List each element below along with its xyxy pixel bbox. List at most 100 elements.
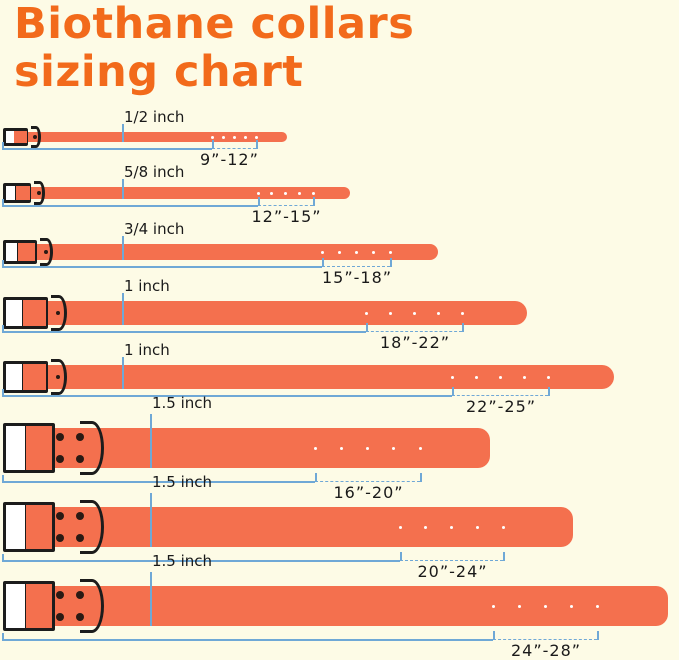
width-marker [122, 357, 124, 389]
strap-hole [366, 446, 369, 450]
strap-hole [543, 604, 547, 608]
strap-hole [210, 135, 214, 139]
width-label: 3/4 inch [124, 220, 185, 238]
buckle-strap-fill [26, 426, 53, 470]
strap-hole [364, 311, 368, 315]
size-range-label: 18”-22” [380, 333, 451, 352]
width-marker [122, 179, 124, 199]
length-tick [2, 199, 4, 206]
length-tick [322, 258, 324, 267]
length-tick [366, 323, 368, 332]
strap-hole [398, 525, 402, 529]
strap-hole [221, 135, 225, 139]
width-label: 1 inch [124, 341, 170, 359]
rivet [56, 591, 64, 599]
collar-strap [31, 586, 668, 626]
strap-hole [436, 311, 440, 315]
rivet [43, 250, 48, 254]
collar-strap [27, 365, 614, 389]
length-tick [2, 475, 4, 482]
strap-hole [546, 375, 550, 379]
rivet [76, 591, 84, 599]
strap-hole [297, 191, 301, 195]
buckle-strap-fill [23, 364, 46, 390]
buckle-strap-fill [15, 186, 30, 200]
length-tick [212, 140, 214, 149]
width-label: 1.5 inch [152, 473, 213, 491]
strap-hole [311, 191, 315, 195]
strap-hole [412, 311, 416, 315]
buckle-strap-fill [18, 243, 36, 261]
strap-hole [475, 525, 479, 529]
rivet [76, 433, 84, 441]
strap-hole [517, 604, 521, 608]
strap-hole [424, 525, 428, 529]
rivet [56, 433, 64, 441]
collar-strap [31, 507, 573, 547]
length-tick [400, 552, 402, 561]
length-tick [2, 389, 4, 396]
length-tick [597, 631, 599, 640]
buckle-bar [24, 581, 28, 631]
rivet [56, 534, 64, 542]
d-ring-icon [34, 181, 45, 205]
width-label: 5/8 inch [124, 163, 185, 181]
buckle-strap-fill [26, 584, 53, 628]
width-marker [150, 572, 152, 626]
strap-hole [243, 135, 247, 139]
strap-hole [501, 525, 505, 529]
length-tick [390, 258, 392, 267]
strap-hole [498, 375, 502, 379]
d-ring-icon [40, 238, 53, 266]
d-ring-icon [51, 295, 68, 331]
strap-hole [284, 191, 287, 195]
range-dash [258, 205, 313, 206]
d-ring-icon [80, 421, 105, 475]
size-range-label: 15”-18” [322, 268, 393, 287]
collar-strap [31, 428, 490, 468]
strap-hole [354, 250, 358, 254]
length-line [2, 266, 322, 268]
length-line [2, 331, 366, 333]
length-tick [462, 323, 464, 332]
range-dash [493, 639, 597, 640]
range-dash [452, 395, 548, 396]
width-marker [122, 236, 124, 260]
rivet [76, 455, 84, 463]
rivet [56, 455, 64, 463]
width-label: 1.5 inch [152, 394, 213, 412]
length-tick [2, 142, 4, 149]
strap-hole [522, 375, 526, 379]
strap-hole [339, 446, 343, 450]
length-tick [258, 197, 260, 206]
title-line-2: sizing chart [14, 47, 304, 97]
collar-strap [27, 301, 527, 325]
title-line-1: Biothane collars [14, 0, 415, 49]
strap-hole [388, 311, 392, 315]
width-label: 1.5 inch [152, 552, 213, 570]
width-label: 1 inch [124, 277, 170, 295]
range-dash [400, 560, 503, 561]
strap-hole [460, 311, 464, 315]
length-tick [313, 197, 315, 206]
d-ring-icon [80, 500, 105, 554]
length-tick [503, 552, 505, 561]
size-range-label: 24”-28” [511, 641, 582, 660]
d-ring-icon [51, 359, 68, 395]
length-line [2, 560, 400, 562]
rivet [33, 135, 38, 139]
strap-hole [371, 250, 375, 254]
length-line [2, 205, 258, 207]
length-tick [452, 387, 454, 396]
size-range-label: 9”-12” [200, 150, 259, 169]
d-ring-icon [80, 579, 105, 633]
length-line [2, 639, 493, 641]
width-marker [122, 124, 124, 142]
buckle-strap-fill [14, 131, 27, 143]
rivet [76, 512, 84, 520]
length-tick [256, 140, 258, 149]
strap-hole [595, 604, 599, 608]
buckle-bar [24, 502, 28, 552]
width-marker [150, 414, 152, 468]
rivet [56, 613, 64, 621]
